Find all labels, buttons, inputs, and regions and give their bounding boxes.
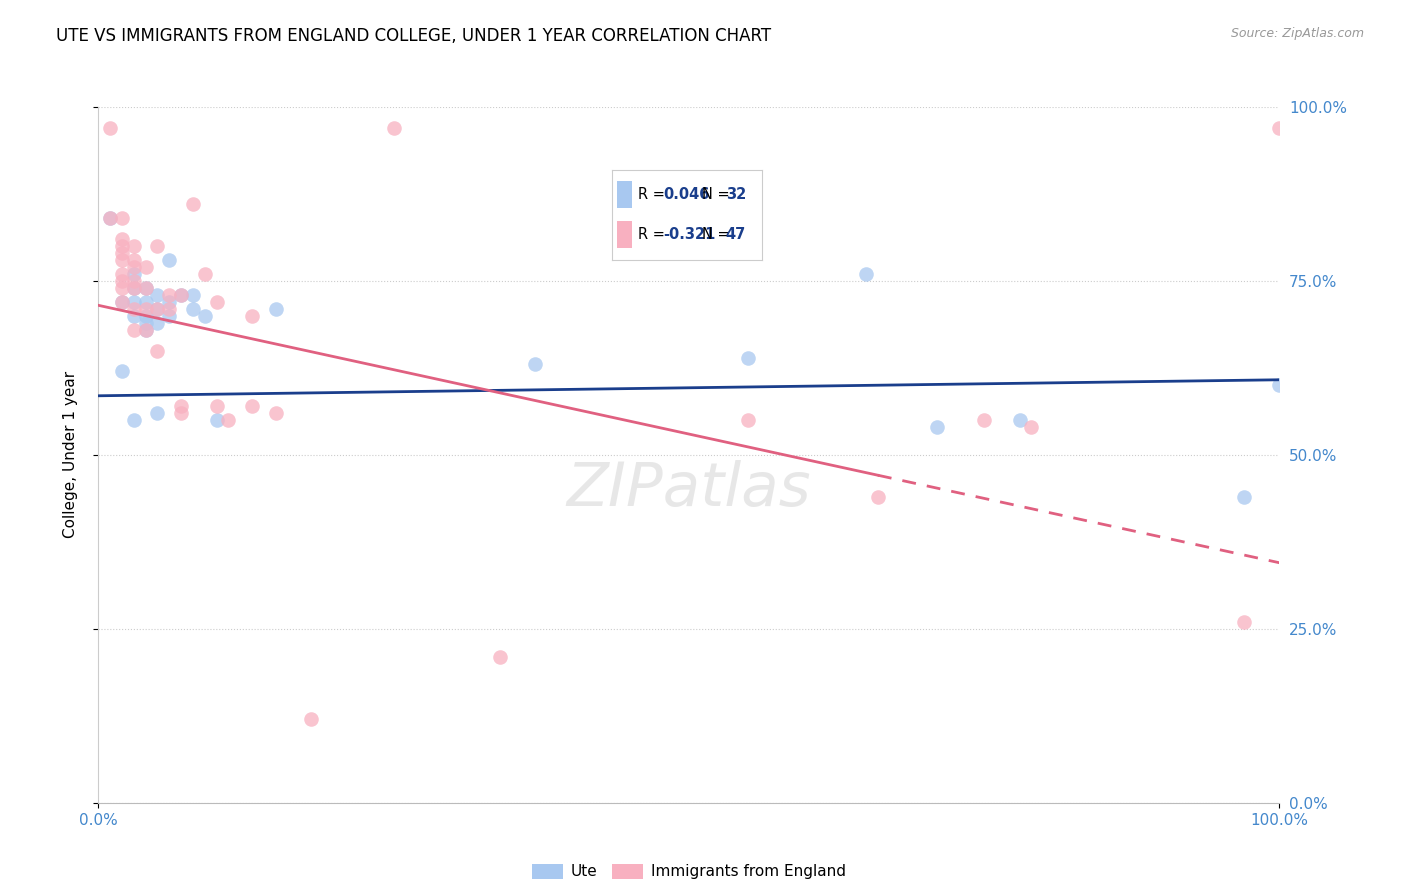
Point [122, 253, 145, 268]
Point [135, 294, 157, 309]
Point [181, 288, 204, 302]
Point [240, 399, 263, 413]
Point [264, 406, 287, 420]
Point [135, 260, 157, 274]
Point [489, 649, 512, 664]
Point [122, 281, 145, 295]
Legend: Ute, Immigrants from England: Ute, Immigrants from England [526, 858, 852, 886]
Point [264, 301, 287, 316]
Point [382, 120, 405, 135]
Point [181, 301, 204, 316]
Point [217, 413, 239, 427]
Point [157, 294, 180, 309]
Point [170, 399, 193, 413]
Point [146, 239, 169, 253]
Point [135, 323, 157, 337]
Text: R =: R = [637, 186, 669, 202]
Point [737, 351, 759, 365]
Bar [617, 221, 631, 248]
Point [98, 211, 121, 226]
Point [111, 281, 134, 295]
Text: 47: 47 [725, 227, 747, 243]
Point [205, 399, 228, 413]
Point [170, 288, 193, 302]
Point [157, 301, 180, 316]
Point [111, 364, 134, 378]
Text: Source: ZipAtlas.com: Source: ZipAtlas.com [1230, 27, 1364, 40]
Point [135, 323, 157, 337]
Point [524, 358, 547, 372]
Point [122, 281, 145, 295]
Text: ZIPatlas: ZIPatlas [567, 460, 811, 519]
Point [1268, 120, 1291, 135]
Point [146, 406, 169, 420]
Point [1008, 413, 1031, 427]
Point [157, 253, 180, 268]
Point [194, 309, 217, 323]
Point [98, 211, 121, 226]
Point [1021, 420, 1043, 434]
Y-axis label: College, Under 1 year: College, Under 1 year [63, 371, 77, 539]
Text: 32: 32 [725, 186, 747, 202]
Point [170, 406, 193, 420]
Point [157, 288, 180, 302]
Point [122, 301, 145, 316]
Point [181, 197, 204, 211]
Point [98, 120, 121, 135]
Point [925, 420, 948, 434]
Point [1268, 378, 1291, 392]
Text: 0.046: 0.046 [664, 186, 710, 202]
Point [111, 246, 134, 260]
Point [135, 281, 157, 295]
Text: UTE VS IMMIGRANTS FROM ENGLAND COLLEGE, UNDER 1 YEAR CORRELATION CHART: UTE VS IMMIGRANTS FROM ENGLAND COLLEGE, … [56, 27, 772, 45]
Point [146, 301, 169, 316]
Point [122, 413, 145, 427]
Point [205, 294, 228, 309]
Point [146, 316, 169, 330]
Point [122, 239, 145, 253]
Point [146, 288, 169, 302]
Point [135, 301, 157, 316]
Text: R =: R = [637, 227, 669, 243]
Point [111, 239, 134, 253]
Point [111, 253, 134, 268]
Point [866, 490, 889, 504]
Point [111, 294, 134, 309]
Point [122, 309, 145, 323]
Bar [617, 180, 631, 208]
Point [170, 288, 193, 302]
Text: N =: N = [702, 186, 734, 202]
Point [157, 309, 180, 323]
Point [194, 267, 217, 281]
Point [122, 260, 145, 274]
Point [122, 294, 145, 309]
Point [737, 413, 759, 427]
Point [122, 323, 145, 337]
Point [205, 413, 228, 427]
Point [111, 274, 134, 288]
Point [973, 413, 995, 427]
Point [299, 712, 322, 726]
Point [111, 232, 134, 246]
Point [111, 267, 134, 281]
Point [240, 309, 263, 323]
Point [146, 343, 169, 358]
Point [135, 316, 157, 330]
Point [1233, 615, 1256, 629]
Point [1233, 490, 1256, 504]
Point [135, 309, 157, 323]
Point [111, 294, 134, 309]
Text: -0.321: -0.321 [664, 227, 716, 243]
Point [146, 301, 169, 316]
Point [855, 267, 877, 281]
Point [111, 211, 134, 226]
Text: N =: N = [702, 227, 734, 243]
Point [135, 281, 157, 295]
Point [122, 274, 145, 288]
Point [122, 267, 145, 281]
